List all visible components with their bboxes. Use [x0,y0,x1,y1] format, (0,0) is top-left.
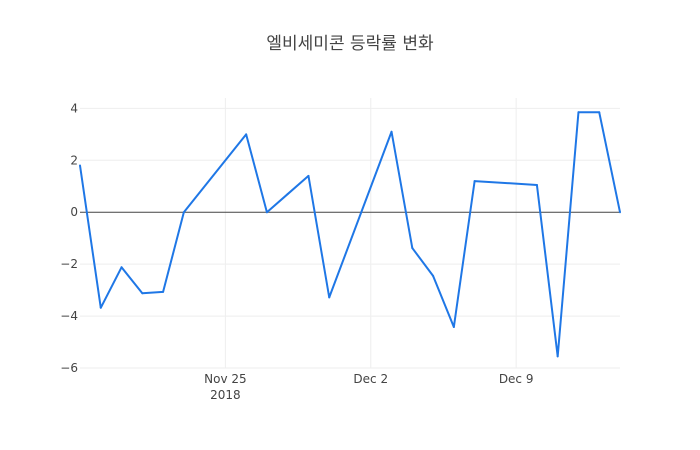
x-axis-ticks: Nov 25 2018 Dec 2 Dec 9 [204,372,533,402]
data-point [328,296,331,299]
data-point [411,247,414,250]
data-point [452,325,455,328]
data-point [99,306,102,309]
y-tick-label: 4 [70,101,78,115]
data-point [162,290,165,293]
data-point [473,180,476,183]
series-layer [79,111,621,358]
x-tick-label: Nov 25 [204,372,247,386]
chart-title: 엘비세미콘 등락률 변화 [266,34,434,54]
data-point [598,111,601,114]
y-tick-label: −4 [60,309,78,323]
data-point [141,292,144,295]
y-tick-label: −2 [60,257,78,271]
data-point [535,183,538,186]
y-axis-ticks: 4 2 0 −2 −4 −6 [60,101,78,375]
data-point [619,211,621,214]
data-point [245,133,248,136]
data-point [307,174,310,177]
data-point [556,355,559,358]
y-tick-label: 2 [70,153,78,167]
data-point [286,193,289,196]
data-point [120,266,123,269]
data-point [577,111,580,114]
data-point [432,274,435,277]
x-tick-label: Dec 2 [353,372,388,386]
data-point [79,164,81,167]
data-point [182,211,185,214]
data-point [265,211,268,214]
y-tick-label: −6 [60,361,78,375]
x-tick-year-label: 2018 [210,388,241,402]
x-tick-label: Dec 9 [499,372,534,386]
data-point [390,130,393,133]
y-tick-label: 0 [70,205,78,219]
